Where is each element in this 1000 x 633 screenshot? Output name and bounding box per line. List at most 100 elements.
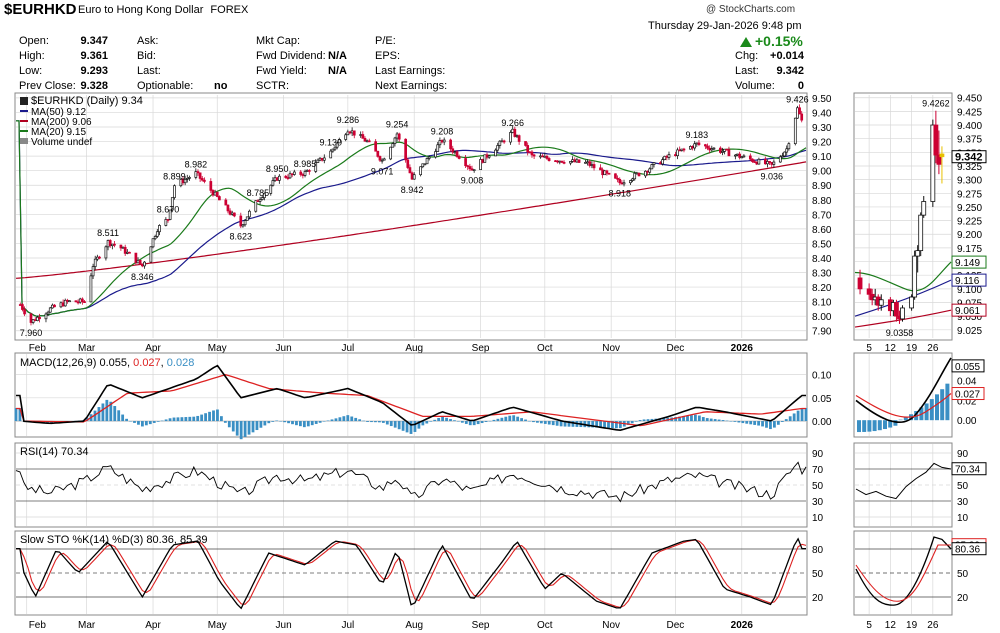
macd-value-tag-box <box>951 387 985 401</box>
zoom-candle-body <box>939 153 945 158</box>
macd-hist-bar <box>239 421 243 440</box>
candle-body <box>590 164 594 166</box>
sto-value-tag: 80.36 <box>955 545 980 556</box>
candle-body <box>571 159 574 162</box>
candle-body <box>337 139 341 144</box>
macd-hist-bar <box>705 418 709 422</box>
candle-body <box>603 170 607 176</box>
candle-body <box>721 150 724 153</box>
rsi-line <box>15 461 807 503</box>
month-tick: Apr <box>145 620 161 631</box>
macd-hist-bar <box>188 416 192 422</box>
candle-body <box>532 154 536 157</box>
macd-hist-bar <box>212 410 215 422</box>
macd-hist-bar <box>453 420 456 422</box>
macd-hist-bar <box>543 421 547 424</box>
candle-body <box>410 172 414 180</box>
macd-hist-bar <box>413 421 417 432</box>
macd-hist-bar <box>567 421 571 427</box>
candle-body <box>766 161 769 165</box>
macd-zoom-bar <box>940 389 945 421</box>
macd-hist-bar <box>109 401 113 422</box>
rsi-zoom-panel <box>853 442 953 528</box>
month-tick: Aug <box>405 343 423 354</box>
candle-body <box>245 216 249 221</box>
macd-value-tag: 0.027 <box>955 390 980 401</box>
macd-hist-bar <box>642 419 646 422</box>
macd-hist-bar <box>765 421 768 428</box>
candle-body <box>83 301 86 303</box>
macd-value-tag-box <box>951 359 985 373</box>
zoom-day-tick: 19 <box>906 620 918 631</box>
zoom-y-tick: 9.200 <box>957 230 982 241</box>
macd-hist-bar <box>362 420 365 422</box>
macd-hist-bar <box>476 421 480 425</box>
zoom-day-tick: 12 <box>885 620 897 631</box>
macd-hist-bar <box>682 416 685 422</box>
volume-legend: Volume undef <box>31 137 92 148</box>
macd-hist-bar <box>516 416 520 422</box>
macd-hist-bar <box>322 421 326 422</box>
candle-body <box>183 178 187 184</box>
exchange: FOREX <box>210 4 249 16</box>
macd-hist-bar <box>200 414 204 422</box>
candle-body <box>367 140 371 143</box>
zoom-candle-body <box>936 154 942 165</box>
macd-hist-bar <box>223 421 227 423</box>
candle-body <box>215 191 219 197</box>
candle-body <box>153 236 157 240</box>
sto-y-tick: 80 <box>812 545 824 556</box>
macd-hist-bar <box>421 421 425 426</box>
zoom-candle-body <box>930 124 936 202</box>
candle-body <box>258 199 262 202</box>
price-legend: $EURHKD (Daily) 9.34 MA(50) 9.12 MA(200)… <box>20 95 143 148</box>
macd-legend: MACD(12,26,9) 0.055, 0.027, 0.028 <box>20 357 194 369</box>
macd-y-tick: 0.05 <box>812 394 832 405</box>
candle-body <box>785 148 789 153</box>
candle-body <box>113 243 116 246</box>
macd-hist-bar <box>449 419 452 422</box>
candle-body <box>483 154 487 163</box>
macd-hist-bar <box>694 414 697 422</box>
candle-body <box>380 159 384 162</box>
change-percent-value: +0.15% <box>755 33 803 49</box>
candle-body <box>412 174 416 180</box>
month-tick: Feb <box>29 343 47 354</box>
candle-body <box>434 151 437 158</box>
macd-hist-bar <box>302 421 306 428</box>
volume-label: Volume: <box>735 80 775 92</box>
candle-body <box>451 148 455 153</box>
zoom-day-axis-bottom: 5 12 19 26 <box>866 620 938 631</box>
zoom-candle-body <box>915 250 921 257</box>
price-y-tick: 9.00 <box>812 167 832 178</box>
candle-body <box>203 179 206 182</box>
candle-body <box>292 171 296 175</box>
macd-hist-bar <box>433 419 437 422</box>
price-annotation: 9.008 <box>461 176 484 186</box>
candle-body <box>158 225 161 233</box>
macd-hist-bar <box>310 421 314 426</box>
optionable-label: Optionable: <box>137 80 194 92</box>
candle-body <box>318 157 322 161</box>
macd-hist-bar <box>291 421 294 425</box>
candle-body <box>188 177 191 179</box>
price-y-tick: 9.40 <box>812 108 832 119</box>
price-annotation: 8.982 <box>185 159 208 169</box>
price-y-tick: 8.70 <box>812 210 832 221</box>
zoom-candle-body <box>912 255 918 298</box>
macd-hist-bar <box>555 421 559 426</box>
candle-body <box>494 149 497 157</box>
candle-body <box>194 171 198 178</box>
zoom-candle-body <box>894 302 899 317</box>
candle-body <box>275 177 279 181</box>
candle-body <box>233 212 236 217</box>
candle-body <box>586 161 589 164</box>
macd-hist-bar <box>330 419 334 422</box>
chg-label: Chg: <box>735 50 759 62</box>
macd-hist-bar <box>306 421 310 427</box>
price-y-tick: 8.20 <box>812 283 832 294</box>
macd-hist-bar <box>93 410 97 422</box>
candle-body <box>560 160 564 163</box>
low-value: 9.293 <box>80 65 108 77</box>
